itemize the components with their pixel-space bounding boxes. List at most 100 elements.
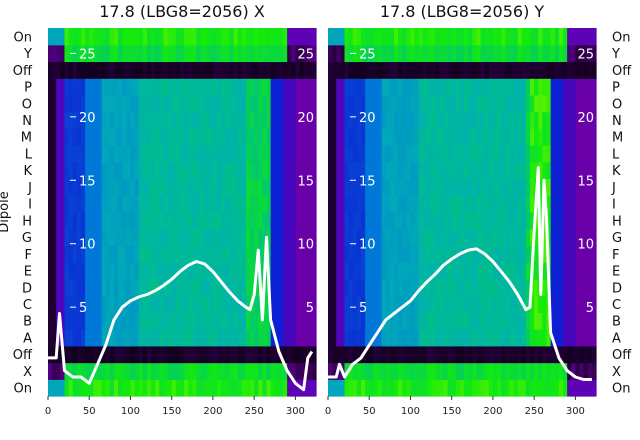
heatmap-cell (398, 94, 403, 113)
heatmap-cell (266, 44, 272, 63)
heatmap-cell (410, 44, 416, 63)
heatmap-cell (291, 128, 296, 146)
heatmap-cell (250, 379, 255, 397)
heatmap-cell (587, 28, 593, 46)
heatmap-cell (113, 78, 119, 96)
heatmap-cell (472, 145, 478, 163)
heatmap-cell (431, 212, 436, 230)
heatmap-cell (418, 329, 424, 347)
heatmap-cell (229, 312, 235, 330)
heatmap-cell (550, 195, 556, 213)
heatmap-cell (406, 345, 412, 364)
heatmap-cell (542, 278, 548, 297)
heatmap-cell (414, 245, 420, 263)
heatmap-cell (521, 262, 527, 280)
heatmap-cell (155, 245, 160, 263)
heatmap-cell (447, 278, 453, 297)
heatmap-cell (344, 44, 350, 63)
heatmap-cell (72, 61, 78, 79)
heatmap-cell (451, 212, 457, 230)
heatmap-cell (266, 212, 272, 230)
heatmap-cell (208, 362, 214, 380)
heatmap-cell (385, 178, 391, 196)
heatmap-cell (352, 28, 358, 46)
heatmap-cell (410, 262, 416, 280)
heatmap-cell (435, 362, 440, 380)
heatmap-cell (52, 195, 57, 213)
heatmap-cell (443, 195, 449, 213)
heatmap-cell (105, 295, 111, 313)
heatmap-cell (266, 379, 272, 397)
heatmap-cell (517, 78, 523, 96)
heatmap-cell (142, 61, 148, 79)
heatmap-cell (513, 145, 519, 163)
heatmap-cell (155, 145, 160, 163)
heatmap-cell (266, 78, 272, 96)
heatmap-cell (80, 94, 86, 113)
heatmap-cell (381, 362, 387, 380)
heatmap-cell (439, 379, 445, 397)
heatmap-cell (509, 228, 515, 247)
heatmap-cell (188, 228, 193, 247)
dipole-label: D (22, 281, 32, 296)
heatmap-cell (283, 278, 288, 297)
heatmap-cell (431, 278, 436, 297)
heatmap-cell (76, 379, 82, 397)
heatmap-cell (146, 111, 152, 129)
heatmap-cell (567, 128, 572, 146)
heatmap-cell (360, 329, 366, 347)
heatmap (48, 28, 317, 397)
heatmap-cell (307, 44, 313, 63)
heatmap-cell (571, 362, 576, 380)
heatmap-cell (472, 345, 478, 364)
heatmap-cell (212, 145, 218, 163)
heatmap-cell (484, 145, 490, 163)
heatmap-cell (101, 145, 107, 163)
heatmap-cell (225, 145, 231, 163)
heatmap-cell (435, 278, 440, 297)
heatmap-cell (245, 278, 251, 297)
heatmap-cell (501, 28, 506, 46)
heatmap-cell (414, 128, 420, 146)
heatmap-cell (56, 128, 61, 146)
heatmap-cell (497, 111, 502, 129)
heatmap-cell (52, 94, 57, 113)
heatmap-cell (48, 94, 53, 113)
heatmap-cell (113, 345, 119, 364)
heatmap-cell (221, 228, 226, 247)
heatmap-cell (56, 278, 61, 297)
heatmap-cell (579, 111, 585, 129)
heatmap-cell (241, 178, 247, 196)
heatmap-cell (278, 245, 284, 263)
heatmap-cell (175, 379, 181, 397)
heatmap-cell (208, 145, 214, 163)
heatmap-cell (245, 345, 251, 364)
heatmap-cell (328, 145, 333, 163)
heatmap-cell (455, 278, 461, 297)
heatmap-cell (287, 345, 292, 364)
heatmap-cell (517, 245, 523, 263)
heatmap-cell (398, 212, 403, 230)
heatmap-cell (389, 295, 395, 313)
heatmap-cell (241, 245, 247, 263)
heatmap-cell (365, 78, 370, 96)
heatmap-cell (431, 128, 436, 146)
heatmap-cell (101, 111, 107, 129)
heatmap-cell (468, 295, 473, 313)
heatmap-cell (513, 345, 519, 364)
heatmap-cell (212, 28, 218, 46)
heatmap-cell (109, 161, 115, 180)
heatmap-cell (517, 145, 523, 163)
x-tick-label: 250 (245, 406, 264, 417)
dipole-label: M (612, 131, 623, 146)
heatmap-cell (56, 295, 61, 313)
heatmap-cell (221, 195, 226, 213)
heatmap-cell (385, 145, 391, 163)
heatmap-cell (348, 128, 354, 146)
heatmap-cell (130, 212, 136, 230)
heatmap-cell (534, 228, 539, 247)
heatmap-cell (171, 278, 177, 297)
x-tick-label: 200 (483, 406, 502, 417)
heatmap-cell (64, 329, 70, 347)
heatmap-cell (344, 345, 350, 364)
